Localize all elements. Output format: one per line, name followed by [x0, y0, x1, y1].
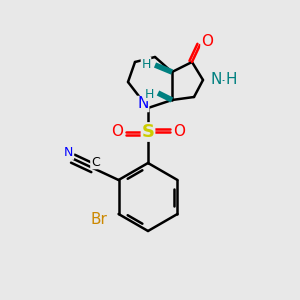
Text: H: H — [144, 88, 154, 100]
Text: N: N — [210, 73, 222, 88]
Text: N: N — [137, 97, 149, 112]
Text: O: O — [111, 124, 123, 140]
Text: C: C — [91, 156, 100, 169]
Text: O: O — [201, 34, 213, 49]
Text: H: H — [225, 73, 237, 88]
Text: N: N — [64, 146, 74, 159]
Text: H: H — [141, 58, 151, 70]
Text: S: S — [142, 123, 154, 141]
Text: O: O — [173, 124, 185, 140]
Text: Br: Br — [90, 212, 107, 227]
Text: –: – — [222, 74, 228, 88]
